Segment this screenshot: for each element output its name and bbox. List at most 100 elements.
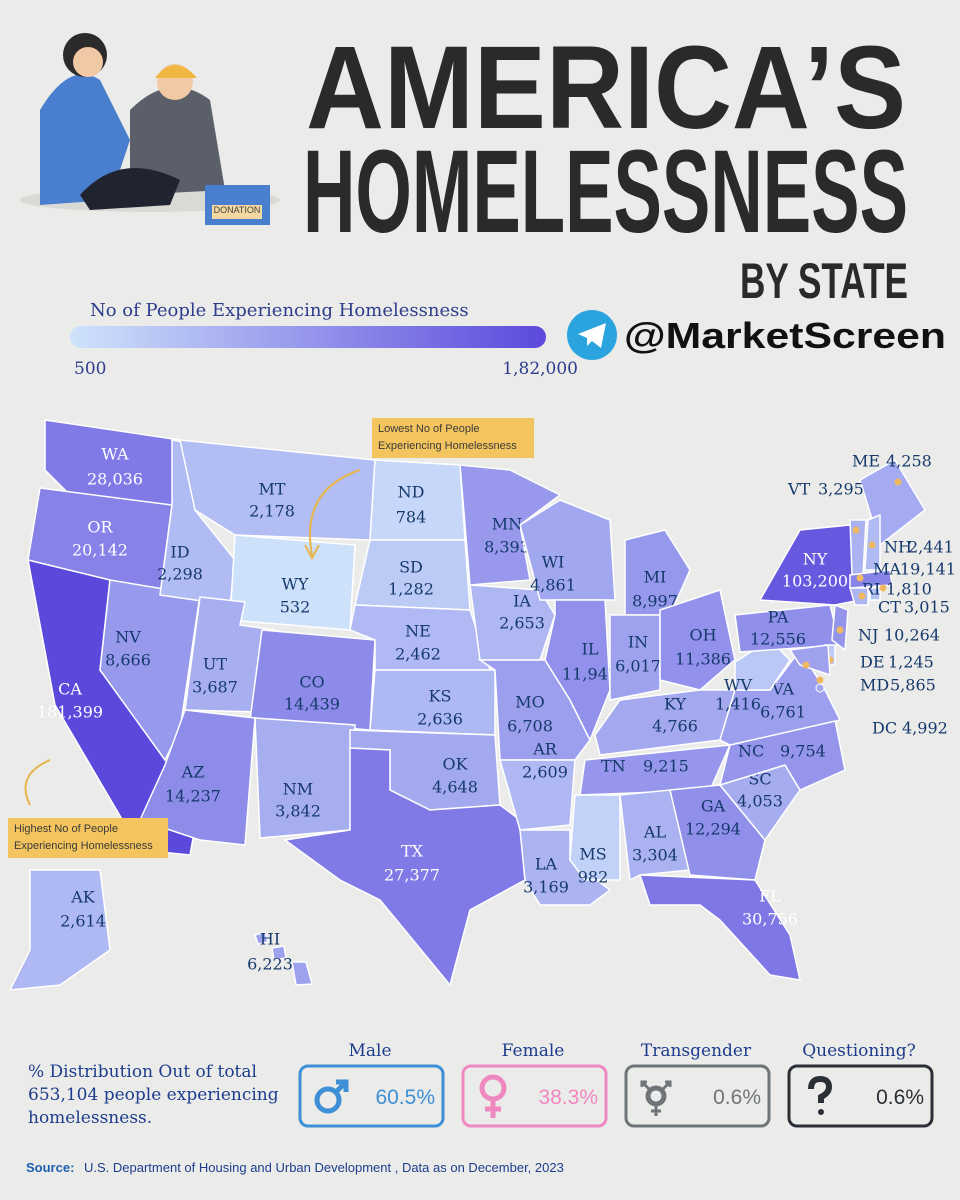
state-value: 4,053 — [737, 792, 783, 811]
leader-dot — [816, 676, 824, 684]
state-shape — [619, 789, 691, 882]
state-abbr: OK — [442, 755, 468, 774]
state-abbr: NV — [115, 628, 141, 647]
state-abbr: IN — [628, 633, 648, 652]
state-value: 14,439 — [284, 695, 340, 714]
title-line: AMERICA’S — [306, 22, 906, 154]
state-abbr: HI — [260, 930, 280, 949]
state-value: 1,245 — [888, 653, 934, 672]
leader-dot — [852, 526, 860, 534]
state-value: 30,756 — [742, 910, 798, 929]
leader-dot — [868, 541, 876, 549]
state-abbr: UT — [203, 655, 227, 674]
icon-part — [808, 1075, 833, 1103]
state-abbr: AK — [70, 888, 96, 907]
group-icon — [808, 1075, 833, 1115]
source-text: U.S. Department of Housing and Urban Dev… — [84, 1160, 564, 1175]
state-abbr: CA — [58, 680, 82, 699]
state-abbr: SD — [399, 558, 423, 577]
state-abbr: NH — [884, 538, 912, 557]
state-value: 4,861 — [530, 576, 576, 595]
state-shape — [638, 874, 801, 981]
state-value: 2,462 — [395, 645, 441, 664]
group-value: 0.6% — [876, 1086, 924, 1109]
state-value: 12,556 — [750, 630, 806, 649]
state-abbr: DC — [872, 719, 897, 738]
state-value: 6,223 — [247, 955, 293, 974]
group-icon — [640, 1080, 672, 1116]
state-value: 6,017 — [615, 657, 661, 676]
annotation-text: Experiencing Homelessness — [14, 840, 153, 852]
annotation-text: Experiencing Homelessness — [378, 440, 517, 452]
state-shape — [609, 614, 661, 701]
legend-bar — [70, 326, 546, 348]
state-shape — [869, 587, 881, 601]
state-abbr: MD — [860, 676, 889, 695]
state-value: 20,142 — [72, 541, 128, 560]
state-abbr: CT — [878, 598, 901, 617]
group-box — [461, 1064, 608, 1128]
state-value: 27,377 — [384, 866, 440, 885]
state-value: 1,810 — [886, 580, 932, 599]
state-value: 11,947 — [562, 665, 618, 684]
telegram-icon — [567, 310, 617, 360]
state-abbr: WV — [724, 676, 752, 695]
annotation-lowest: Lowest No of People Experiencing Homeles… — [304, 418, 534, 561]
state-value: 8,997 — [632, 592, 678, 611]
icon-part — [640, 1080, 672, 1116]
icon-part — [334, 1079, 349, 1094]
state-value: 2,614 — [60, 912, 106, 931]
state-abbr: NM — [283, 780, 313, 799]
state-abbr: VT — [787, 480, 811, 499]
state-value: 1,416 — [715, 695, 761, 714]
group-box — [298, 1064, 445, 1128]
state-shape — [271, 945, 287, 961]
state-value: 8,393 — [484, 538, 530, 557]
state-abbr: NE — [405, 622, 431, 641]
state-abbr: GA — [701, 797, 726, 816]
source-label: Source: — [26, 1160, 74, 1175]
state-abbr: WI — [542, 553, 565, 572]
state-shape — [669, 784, 766, 881]
state-abbr: AL — [643, 823, 667, 842]
distribution-groups: Male 60.5% Female 38.3% Transgender 0.6% Quest… — [298, 1041, 934, 1128]
distribution-text: % Distribution Out of total — [28, 1062, 257, 1082]
state-abbr: MA — [873, 560, 901, 579]
state-abbr: OR — [87, 518, 113, 537]
state-abbr: NC — [738, 742, 764, 761]
state-value: 10,264 — [884, 626, 940, 645]
group-icon — [479, 1074, 507, 1118]
state-value: 4,766 — [652, 717, 698, 736]
state-value: 2,609 — [522, 763, 568, 782]
group-box — [787, 1064, 934, 1128]
annotation-text: Highest No of People — [14, 823, 118, 835]
state-value: 2,178 — [249, 502, 295, 521]
state-abbr: KS — [429, 687, 452, 706]
state-shape — [8, 869, 111, 991]
leader-dot — [894, 478, 902, 486]
state-value: 14,237 — [165, 787, 221, 806]
state-value: 6,761 — [760, 703, 806, 722]
state-abbr: AZ — [181, 763, 205, 782]
state-value: 4,992 — [902, 719, 948, 738]
state-abbr: MT — [258, 480, 285, 499]
state-abbr: MO — [515, 693, 545, 712]
icon-part — [485, 1099, 501, 1118]
state-abbr: MI — [644, 568, 667, 587]
state-abbr: IA — [513, 592, 531, 611]
icon-part — [818, 1109, 824, 1115]
state-value: 1,282 — [388, 580, 434, 599]
state-value: 2,298 — [157, 565, 203, 584]
leader-dot — [856, 574, 864, 582]
legend-max: 1,82,000 — [502, 359, 578, 379]
state-abbr: WA — [101, 445, 129, 464]
group-value: 38.3% — [538, 1086, 598, 1109]
annotation-highest: Highest No of People Experiencing Homele… — [8, 759, 168, 858]
state-abbr: VA — [771, 680, 794, 699]
state-value: 3,304 — [632, 846, 678, 865]
group-label: Questioning? — [802, 1041, 916, 1061]
state-shape — [519, 499, 616, 601]
state-value: 3,295 — [818, 480, 864, 499]
state-shape — [659, 589, 736, 691]
state-abbr: TN — [601, 757, 626, 776]
